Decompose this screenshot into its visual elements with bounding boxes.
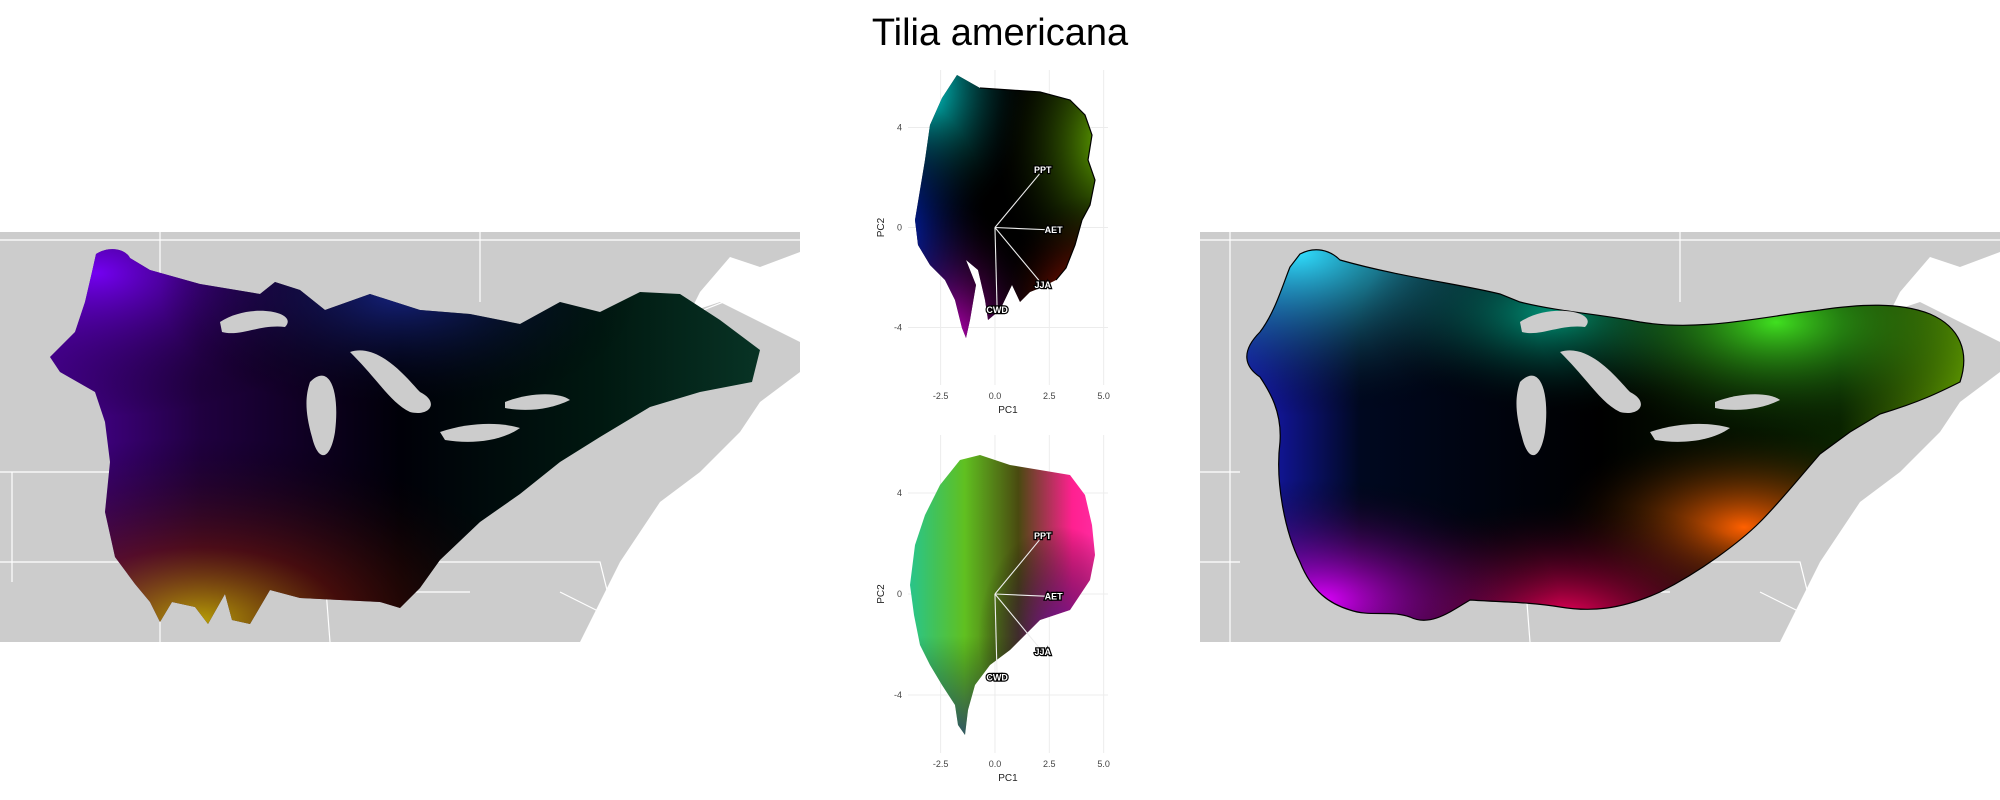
great-lakes — [1516, 310, 1780, 456]
y-tick-label: -4 — [894, 323, 902, 333]
y-tick-label: 0 — [897, 589, 902, 599]
x-axis-label: PC1 — [998, 773, 1018, 784]
pca-observed-axes: -2.5 0.0 2.5 5.0 -4 0 4 PC1 PC2 — [876, 488, 1110, 784]
observed-color-map — [0, 232, 800, 642]
vector-label-outline: AET — [1045, 592, 1064, 602]
vector-label-outline: PPT — [1034, 531, 1052, 541]
loading-vector-cwd — [994, 227, 998, 311]
vector-label-jja: JJA — [1035, 280, 1052, 290]
loading-vector-aet — [994, 593, 1054, 598]
vector-label-outline: CWD — [986, 305, 1008, 315]
loading-vector-jja — [994, 227, 1044, 286]
loading-vector-ppt — [994, 169, 1044, 228]
y-tick-label: 0 — [897, 223, 902, 233]
vector-label-jja: JJA — [1035, 647, 1052, 657]
predicted-color-map — [1200, 232, 2000, 642]
vector-label-outline: JJA — [1035, 647, 1052, 657]
vector-label-cwd: CWD — [986, 305, 1008, 315]
vector-label-outline: PPT — [1034, 165, 1052, 175]
y-axis-label: PC2 — [876, 584, 887, 604]
loading-vector-aet — [994, 226, 1054, 231]
y-tick-label: 4 — [897, 488, 902, 498]
pca-predicted-hull — [979, 87, 1096, 281]
ocean — [1780, 252, 2000, 642]
x-tick-label: 5.0 — [1097, 391, 1110, 401]
y-axis-label: PC2 — [876, 217, 887, 237]
vector-label-ppt: PPT — [1034, 165, 1052, 175]
loading-vector-cwd — [994, 593, 998, 678]
vector-label-aet: AET — [1045, 592, 1064, 602]
vector-label-outline: CWD — [986, 672, 1008, 682]
y-tick-label: 4 — [897, 123, 902, 133]
x-tick-label: 2.5 — [1043, 391, 1056, 401]
y-tick-label: -4 — [894, 690, 902, 700]
pca-predicted-axes: -2.5 0.0 2.5 5.0 -4 0 4 PC1 PC2 — [876, 123, 1110, 417]
x-axis-label: PC1 — [998, 405, 1018, 416]
ocean — [580, 252, 800, 642]
x-tick-label: 0.0 — [989, 759, 1002, 769]
chart-title: Tilia americana — [871, 12, 1129, 54]
x-tick-label: -2.5 — [933, 391, 949, 401]
vector-label-ppt: PPT — [1034, 531, 1052, 541]
loading-vector-jja — [994, 593, 1044, 653]
predicted-range-hull — [1246, 249, 1965, 621]
vector-label-outline: JJA — [1035, 280, 1052, 290]
vector-label-cwd: CWD — [986, 672, 1008, 682]
vector-label-aet: AET — [1045, 225, 1064, 235]
loading-vector-ppt — [994, 535, 1044, 595]
x-tick-label: 2.5 — [1043, 759, 1056, 769]
x-tick-label: 0.0 — [989, 391, 1002, 401]
great-lakes — [220, 310, 570, 456]
observed-range — [50, 249, 760, 625]
x-tick-label: -2.5 — [933, 759, 949, 769]
vector-label-outline: AET — [1045, 225, 1064, 235]
x-tick-label: 5.0 — [1097, 759, 1110, 769]
